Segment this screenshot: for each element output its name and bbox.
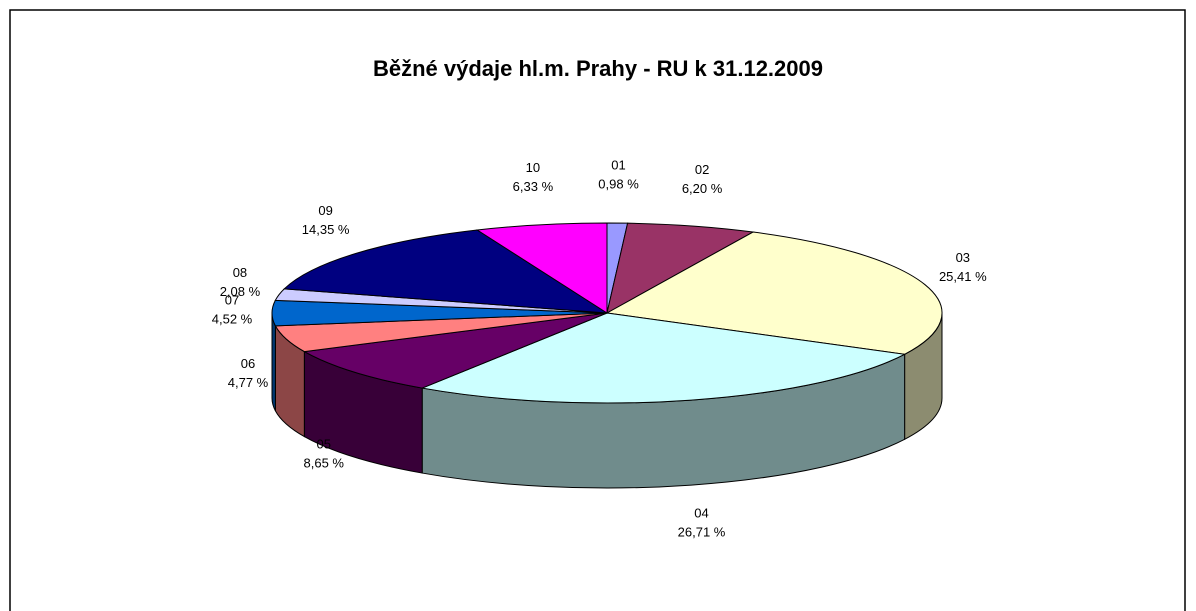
slice-category-label: 07: [225, 293, 239, 308]
slice-value-label: 0,98 %: [598, 177, 639, 192]
slice-category-label: 05: [317, 437, 331, 452]
slice-value-label: 4,52 %: [212, 312, 253, 327]
slice: [475, 222, 608, 314]
slice-side: [271, 312, 276, 412]
slice-value-label: 2,08 %: [220, 284, 261, 299]
chart-title: Běžné výdaje hl.m. Prahy - RU k 31.12.20…: [373, 56, 823, 81]
slice-category-label: 03: [956, 250, 970, 265]
slice: [606, 222, 755, 314]
slice-value-label: 6,33 %: [513, 179, 554, 194]
slice: [302, 312, 608, 389]
slice: [605, 231, 943, 355]
slice-value-label: 25,41 %: [939, 269, 987, 284]
slice: [420, 312, 907, 404]
slice-value-label: 4,77 %: [228, 375, 269, 390]
slice-category-label: 09: [318, 203, 332, 218]
slice-value-label: 26,71 %: [678, 524, 726, 539]
slice-category-label: 10: [526, 160, 540, 175]
slice: [283, 229, 608, 314]
slice-category-label: 01: [611, 158, 625, 173]
slice-category-label: 04: [694, 505, 708, 520]
slice-category-label: 08: [233, 265, 247, 280]
slice-value-label: 14,35 %: [302, 222, 350, 237]
slice-category-label: 06: [241, 356, 255, 371]
slice-value-label: 8,65 %: [304, 456, 345, 471]
slice-category-label: 02: [695, 162, 709, 177]
slice-value-label: 6,20 %: [682, 181, 723, 196]
